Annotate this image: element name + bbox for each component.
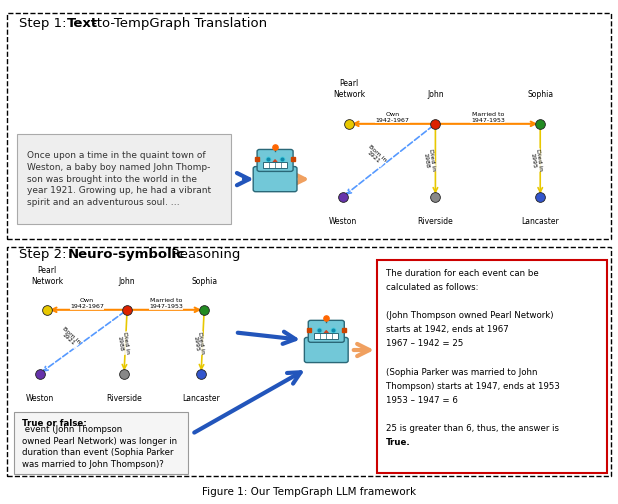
Text: Step 2:: Step 2: (19, 248, 71, 261)
Text: 1967 – 1942 = 25: 1967 – 1942 = 25 (386, 340, 464, 348)
Text: Pearl
Network: Pearl Network (31, 266, 63, 286)
Text: Once upon a time in the quaint town of
Weston, a baby boy named John Thomp-
son : Once upon a time in the quaint town of W… (27, 151, 211, 207)
FancyBboxPatch shape (17, 135, 231, 224)
Polygon shape (321, 331, 331, 337)
Text: Married to
1947-1953: Married to 1947-1953 (471, 112, 505, 122)
Text: Died in
1995: Died in 1995 (192, 332, 206, 355)
Text: John: John (119, 277, 135, 286)
Text: Text: Text (67, 17, 98, 30)
FancyBboxPatch shape (14, 412, 188, 474)
Bar (315, 333, 338, 339)
Text: 1953 – 1947 = 6: 1953 – 1947 = 6 (386, 396, 458, 405)
Text: True.: True. (386, 438, 411, 447)
Bar (263, 162, 287, 168)
Text: Died in
1995: Died in 1995 (529, 149, 543, 172)
Text: (John Thompson owned Pearl Network): (John Thompson owned Pearl Network) (386, 311, 554, 321)
FancyBboxPatch shape (257, 150, 293, 171)
Text: -to-TempGraph Translation: -to-TempGraph Translation (92, 17, 267, 30)
Polygon shape (271, 160, 280, 166)
Text: Neuro-symbolic: Neuro-symbolic (67, 248, 185, 261)
Text: Step 1:: Step 1: (19, 17, 71, 30)
FancyBboxPatch shape (378, 260, 607, 473)
Text: Sophia: Sophia (527, 90, 553, 99)
Text: Lancaster: Lancaster (522, 217, 559, 226)
Text: Born in
1921: Born in 1921 (363, 144, 387, 167)
Bar (7, 247, 611, 476)
Text: calculated as follows:: calculated as follows: (386, 283, 478, 292)
FancyBboxPatch shape (253, 166, 297, 192)
Text: Died in
1988: Died in 1988 (422, 149, 436, 172)
Text: Born in
1921: Born in 1921 (58, 326, 82, 349)
Text: Pearl
Network: Pearl Network (333, 79, 365, 99)
Text: John: John (427, 90, 444, 99)
Text: Own
1942-1967: Own 1942-1967 (375, 112, 409, 122)
Text: starts at 1942, ends at 1967: starts at 1942, ends at 1967 (386, 326, 509, 334)
FancyBboxPatch shape (305, 338, 348, 362)
Text: Weston: Weston (25, 394, 54, 403)
Text: Reasoning: Reasoning (167, 248, 240, 261)
Text: Riverside: Riverside (106, 394, 142, 403)
Text: Weston: Weston (329, 217, 357, 226)
Text: Riverside: Riverside (418, 217, 453, 226)
Text: Thompson) starts at 1947, ends at 1953: Thompson) starts at 1947, ends at 1953 (386, 382, 560, 391)
Bar (7, 13, 611, 239)
Text: 25 is greater than 6, thus, the answer is: 25 is greater than 6, thus, the answer i… (386, 424, 559, 433)
Text: (Sophia Parker was married to John: (Sophia Parker was married to John (386, 367, 538, 376)
Text: Lancaster: Lancaster (182, 394, 220, 403)
Text: Figure 1: Our TempGraph LLM framework: Figure 1: Our TempGraph LLM framework (202, 487, 416, 497)
Text: Own
1942-1967: Own 1942-1967 (70, 298, 104, 309)
Text: The duration for each event can be: The duration for each event can be (386, 269, 539, 278)
FancyBboxPatch shape (308, 321, 344, 342)
Text: Sophia: Sophia (191, 277, 218, 286)
Text: True or false:: True or false: (22, 419, 87, 428)
Text: Died in
1988: Died in 1988 (116, 332, 130, 355)
Text: event (John Thompson
owned Pearl Network) was longer in
duration than event (Sop: event (John Thompson owned Pearl Network… (22, 425, 177, 469)
Text: Married to
1947-1953: Married to 1947-1953 (149, 298, 183, 309)
